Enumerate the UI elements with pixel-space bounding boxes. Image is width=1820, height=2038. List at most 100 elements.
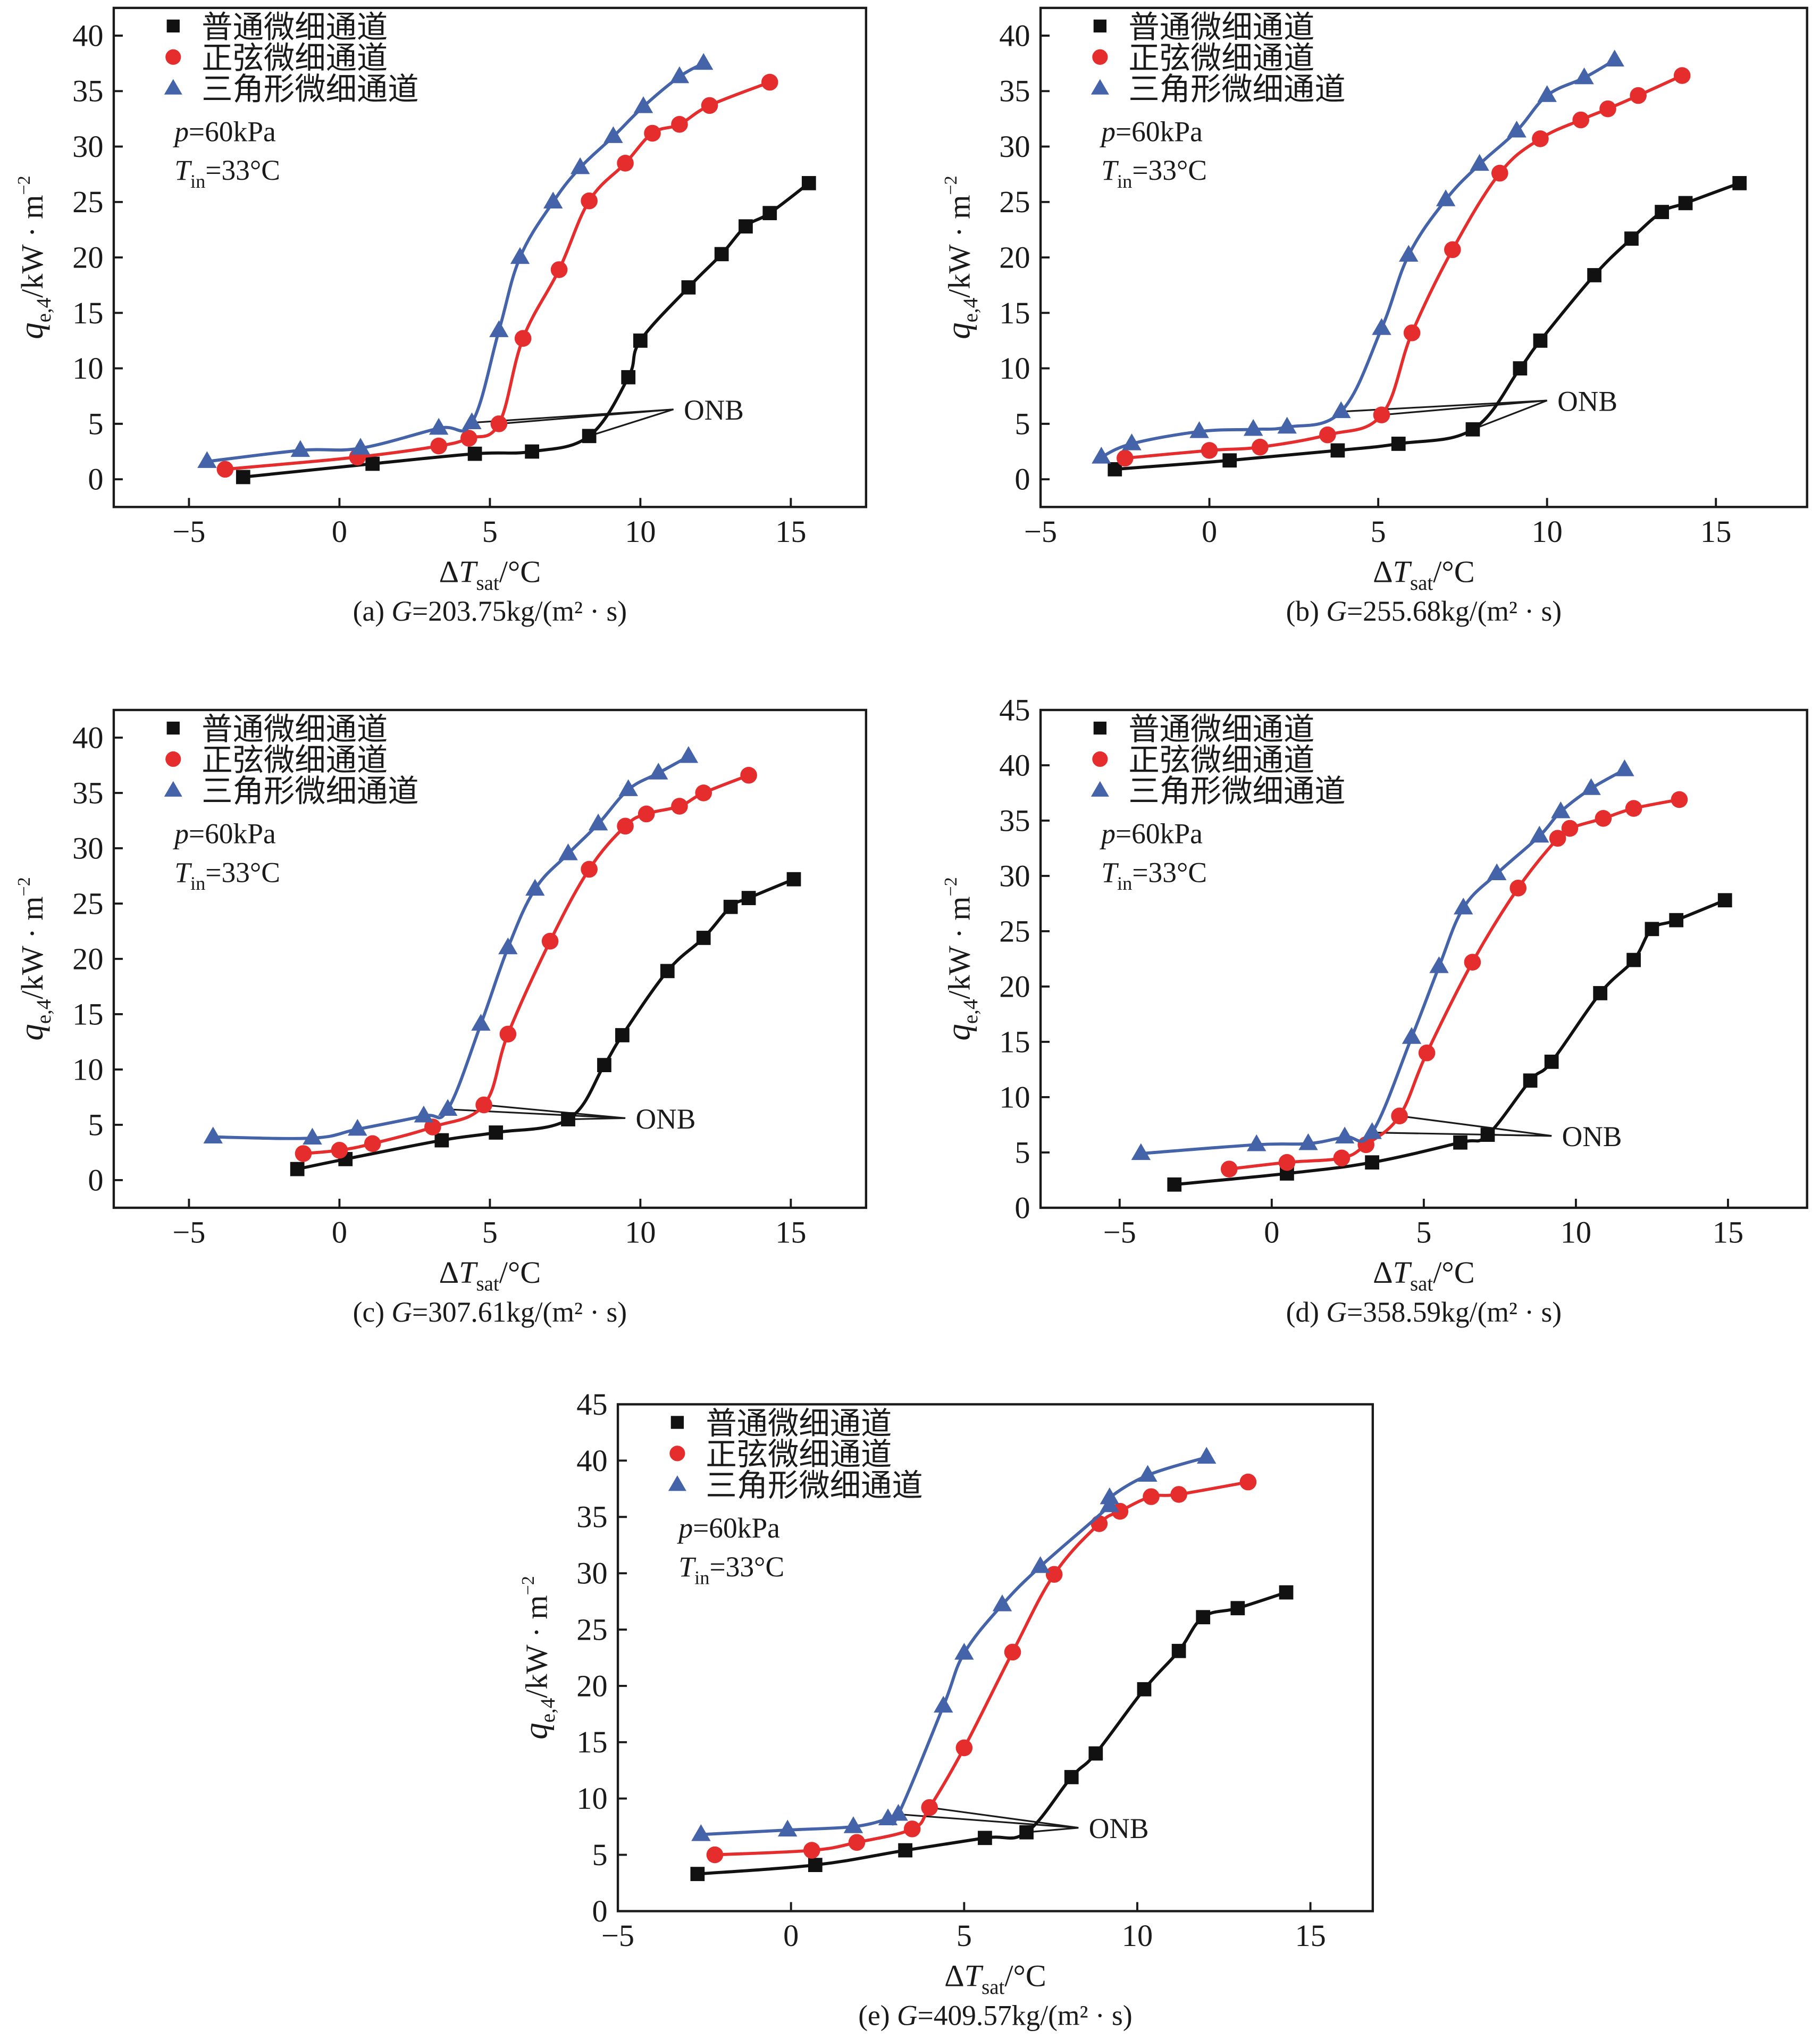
data-point-circle	[490, 415, 508, 432]
legend-label: 普通微细通道	[1128, 10, 1314, 45]
x-tick-label: 5	[1371, 514, 1386, 549]
condition-pressure: p=60kPa	[172, 115, 276, 147]
condition-pressure: p=60kPa	[1099, 115, 1203, 147]
y-tick-label: 0	[88, 462, 103, 497]
onb-pointer-line	[1381, 399, 1547, 416]
y-tick-label: 40	[999, 18, 1030, 53]
x-tick-label: 0	[1202, 514, 1217, 549]
data-point-circle	[1444, 241, 1461, 258]
data-point-circle	[1403, 324, 1421, 341]
data-point-square	[1222, 453, 1237, 468]
legend-item: 三角形微细通道	[164, 774, 419, 809]
data-point-triangle	[588, 813, 608, 831]
data-point-square	[615, 1028, 630, 1042]
data-point-circle	[1464, 954, 1481, 971]
x-tick-label: −5	[601, 1918, 634, 1953]
onb-annotation: ONB	[684, 394, 744, 426]
data-point-circle	[1561, 820, 1579, 837]
data-point-triangle	[1246, 1134, 1267, 1151]
x-tick-label: 10	[1532, 514, 1563, 549]
y-axis-title: qe,4/kW · m−2	[940, 176, 982, 339]
data-point-circle	[1532, 130, 1549, 147]
y-tick-label: 15	[576, 1725, 607, 1759]
data-point-triangle	[471, 1014, 491, 1031]
onb-annotation: ONB	[1089, 1813, 1149, 1844]
data-point-triangle	[693, 53, 714, 70]
y-tick-label: 30	[72, 129, 103, 164]
data-point-square	[1137, 1682, 1152, 1697]
data-point-circle	[761, 73, 778, 91]
data-point-circle	[803, 1842, 820, 1859]
data-point-square	[1669, 913, 1684, 928]
data-point-circle	[1509, 880, 1527, 897]
condition-pressure: p=60kPa	[676, 1512, 780, 1544]
x-tick-label: 15	[775, 1215, 806, 1250]
data-point-circle	[1333, 1149, 1351, 1167]
x-tick-label: 10	[1561, 1215, 1591, 1250]
data-point-triangle	[1429, 956, 1449, 973]
y-tick-label: 40	[72, 18, 103, 53]
condition-inlet-temp: Tin=33°C	[678, 1551, 784, 1589]
data-point-square	[898, 1843, 912, 1858]
data-point-square	[660, 964, 675, 979]
data-point-triangle	[954, 1643, 974, 1660]
onb-pointer-line	[483, 1104, 626, 1120]
data-point-square	[1645, 922, 1659, 937]
onb-pointer-line	[898, 1813, 1079, 1829]
legend-square-marker	[166, 19, 180, 33]
legend-item: 正弦微细通道	[165, 743, 388, 778]
data-point-square	[633, 333, 648, 348]
data-point-triangle	[1138, 1465, 1158, 1482]
data-point-circle	[295, 1145, 312, 1162]
panel-caption: (e) G=409.57kg/(m² · s)	[858, 1999, 1132, 2031]
data-point-square	[1453, 1135, 1467, 1150]
data-point-square	[1480, 1127, 1495, 1142]
legend-label: 普通微细通道	[1128, 712, 1314, 747]
data-point-square	[723, 899, 738, 914]
data-point-triangle	[618, 779, 638, 796]
data-point-triangle	[1362, 1122, 1382, 1139]
data-point-triangle	[1243, 419, 1263, 436]
y-tick-label: 30	[999, 129, 1030, 164]
data-point-triangle	[1615, 759, 1634, 776]
panel-d: −5 0 5 10 15 0 5 10 15 20 25 30 35 40 45 qe,4/kW · m−2 Δ…	[940, 692, 1808, 1328]
data-point-circle	[1673, 67, 1691, 84]
series-line-triangle	[1139, 768, 1626, 1155]
data-point-square	[597, 1058, 611, 1072]
data-point-square	[714, 247, 729, 262]
data-point-square	[1544, 1055, 1559, 1069]
data-point-triangle	[348, 1118, 367, 1136]
x-tick-label: −5	[172, 514, 205, 549]
data-point-square	[1088, 1746, 1103, 1761]
data-point-square	[1019, 1825, 1034, 1840]
data-point-circle	[617, 817, 634, 835]
legend-item: 普通微细通道	[166, 10, 388, 45]
legend-item: 三角形微细通道	[1091, 72, 1346, 106]
data-point-triangle	[1470, 154, 1489, 171]
onb-annotation: ONB	[636, 1103, 696, 1135]
data-point-circle	[550, 261, 568, 278]
y-tick-label: 35	[72, 775, 103, 810]
legend-item: 普通微细通道	[1093, 10, 1314, 45]
data-point-triangle	[525, 879, 545, 896]
y-tick-label: 40	[999, 748, 1030, 782]
y-tick-label: 5	[1014, 406, 1030, 441]
y-tick-label: 35	[999, 803, 1030, 838]
y-tick-label: 10	[72, 351, 103, 386]
data-point-circle	[1091, 1515, 1108, 1532]
data-point-circle	[1143, 1488, 1160, 1505]
legend-item: 正弦微细通道	[1092, 41, 1314, 76]
data-point-circle	[695, 784, 712, 801]
data-point-square	[696, 931, 711, 945]
data-point-circle	[216, 461, 234, 478]
y-tick-label: 10	[999, 351, 1030, 386]
data-point-triangle	[303, 1127, 322, 1145]
data-point-circle	[1004, 1643, 1021, 1661]
x-tick-label: 15	[1700, 514, 1731, 549]
x-tick-label: 5	[482, 514, 498, 549]
data-point-triangle	[1196, 1447, 1217, 1464]
data-point-triangle	[558, 843, 578, 861]
legend-item: 三角形微细通道	[164, 72, 419, 106]
y-tick-label: 5	[88, 1107, 103, 1142]
legend-label: 三角形微细通道	[706, 1468, 922, 1503]
